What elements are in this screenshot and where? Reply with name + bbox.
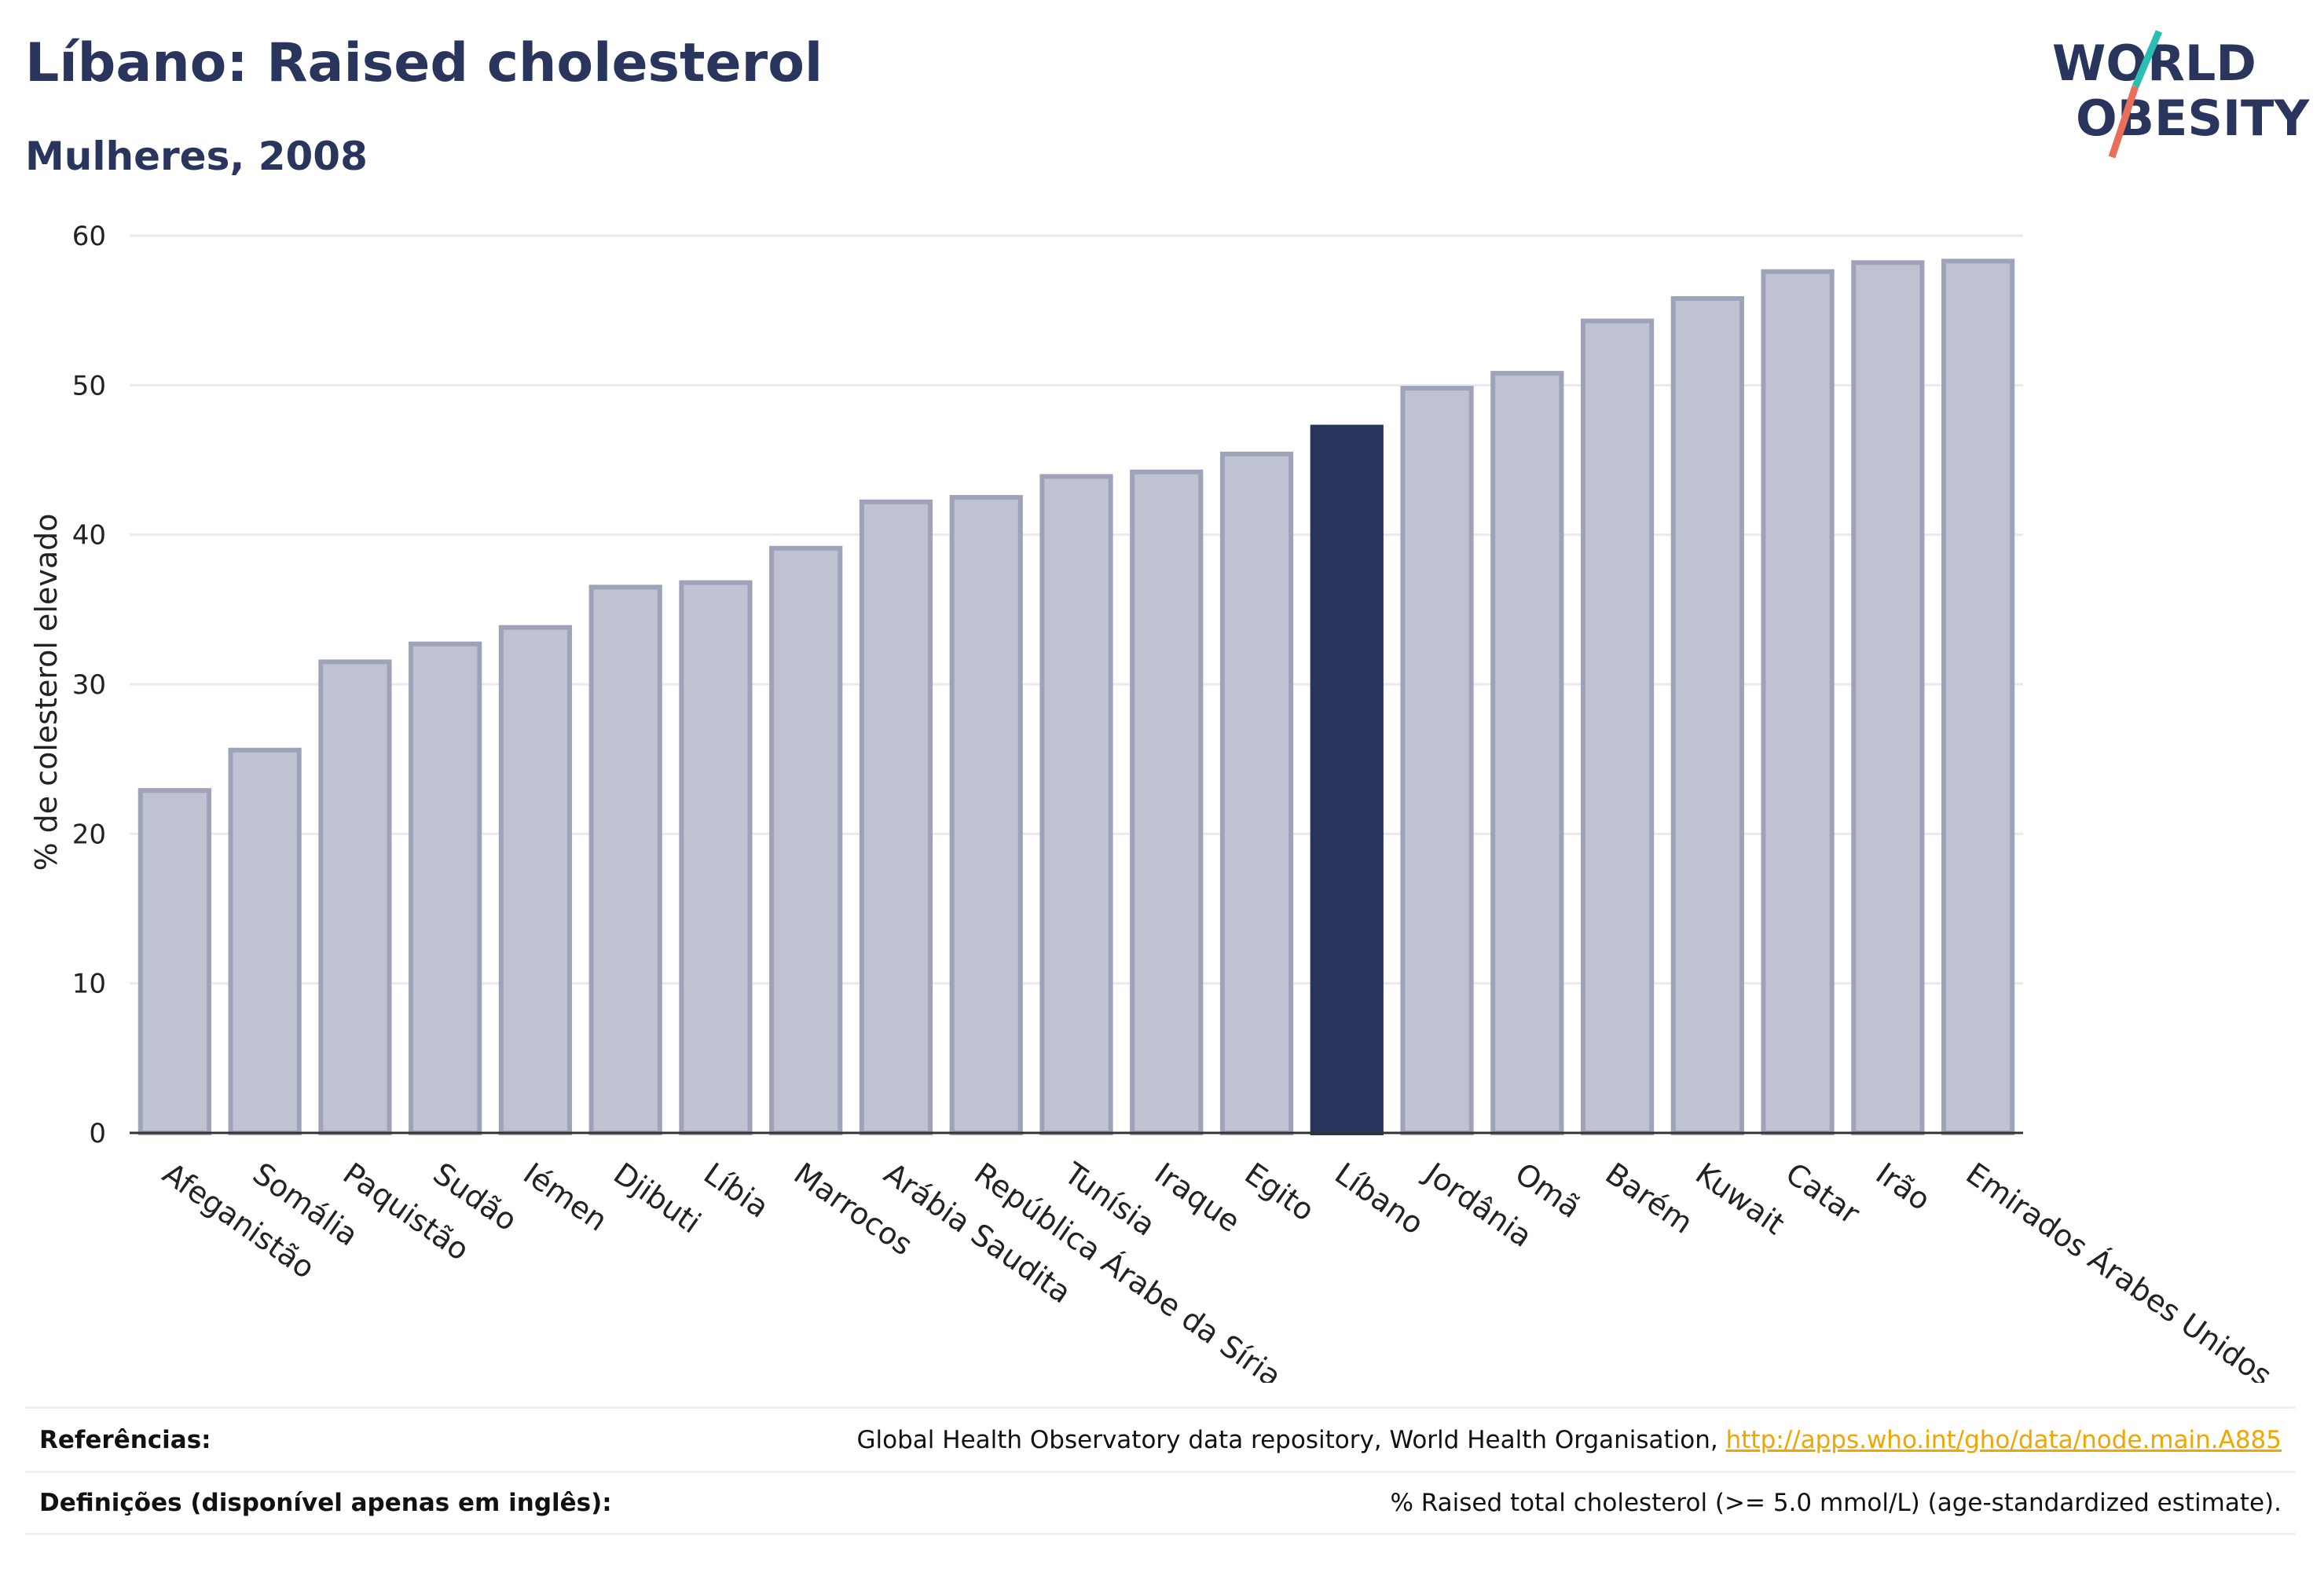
x-tick-label: Egito — [1238, 1156, 1321, 1228]
bar — [769, 545, 843, 1135]
bar — [1490, 371, 1564, 1135]
world-obesity-logo: WORLD OBESITY — [2052, 30, 2310, 159]
bar — [228, 747, 302, 1135]
bar — [679, 580, 753, 1135]
x-tick-label: Iraque — [1149, 1156, 1247, 1239]
y-tick-label: 60 — [72, 221, 106, 252]
y-tick-label: 20 — [72, 819, 106, 850]
bar — [1851, 260, 1925, 1135]
y-axis-label: % de colesterol elevado — [29, 513, 64, 870]
references-text: Global Health Observatory data repositor… — [857, 1426, 2282, 1454]
references-source: Global Health Observatory data repositor… — [856, 1425, 1726, 1454]
y-tick-label: 40 — [72, 520, 106, 552]
chart-title: Líbano: Raised cholesterol — [25, 32, 823, 94]
definitions-label: Definições (disponível apenas em inglês)… — [39, 1489, 612, 1517]
references-row: Referências: Global Health Observatory d… — [25, 1406, 2296, 1471]
bar — [949, 495, 1023, 1135]
bar — [1130, 469, 1204, 1135]
x-tick-label: Irão — [1870, 1156, 1937, 1217]
x-tick-label: Barém — [1599, 1156, 1699, 1240]
bar — [318, 659, 392, 1135]
x-tick-label: Líbano — [1329, 1156, 1430, 1241]
y-tick-label: 10 — [72, 969, 106, 1000]
chart-subtitle: Mulheres, 2008 — [25, 134, 368, 179]
definitions-text: % Raised total cholesterol (>= 5.0 mmol/… — [1390, 1489, 2282, 1517]
definitions-row: Definições (disponível apenas em inglês)… — [25, 1471, 2296, 1535]
bar — [1400, 386, 1474, 1135]
y-tick-label: 30 — [72, 669, 106, 701]
footer: Referências: Global Health Observatory d… — [25, 1406, 2296, 1535]
x-tick-label: Catar — [1780, 1156, 1866, 1231]
bar — [1039, 474, 1113, 1135]
y-tick-label: 50 — [72, 370, 106, 401]
x-tick-label: Djibuti — [607, 1156, 707, 1240]
bar — [1761, 269, 1835, 1135]
references-label: Referências: — [39, 1425, 211, 1454]
logo-slash-bottom — [2108, 85, 2139, 159]
bar — [498, 625, 573, 1135]
bar — [137, 788, 211, 1135]
bar — [588, 585, 662, 1135]
bar-chart: 0 10 20 30 40 50 60 % de colesterol elevado Afeg… — [29, 221, 2278, 1383]
bar — [1580, 318, 1655, 1135]
x-tick-label: Líbia — [698, 1156, 775, 1224]
x-tick-label: Afeganistão — [156, 1156, 321, 1285]
logo-slash-top — [2132, 30, 2163, 88]
bar — [1670, 295, 1744, 1136]
bar — [1310, 424, 1384, 1135]
references-link[interactable]: http://apps.who.int/gho/data/node.main.A… — [1725, 1425, 2282, 1454]
x-tick-label: Iémen — [517, 1156, 614, 1237]
bar — [859, 499, 933, 1135]
bar — [1219, 451, 1294, 1135]
y-tick-label: 0 — [89, 1118, 106, 1149]
x-tick-label: Kuwait — [1689, 1156, 1791, 1241]
bar — [409, 641, 482, 1135]
x-tick-label: Emirados Árabes Unidos — [1959, 1156, 2278, 1383]
bar — [1941, 258, 2015, 1135]
